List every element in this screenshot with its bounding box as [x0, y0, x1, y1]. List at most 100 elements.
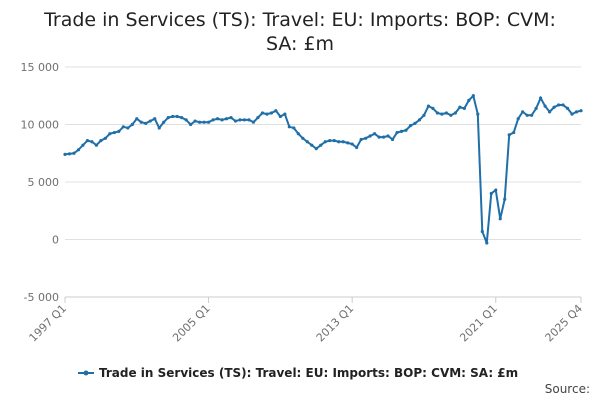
data-point	[435, 111, 440, 115]
x-tick-label: 2005 Q1	[170, 302, 213, 345]
data-point	[108, 132, 112, 136]
data-point	[449, 113, 453, 117]
data-point	[229, 116, 233, 120]
data-point	[63, 152, 67, 156]
data-point	[283, 112, 287, 116]
x-tick-label: 2013 Q1	[314, 302, 357, 345]
data-point	[359, 137, 363, 142]
data-point	[206, 120, 211, 124]
data-point	[543, 104, 547, 108]
data-point	[224, 117, 229, 121]
data-point	[126, 126, 130, 130]
data-point	[215, 117, 220, 121]
data-point	[399, 129, 404, 133]
data-point	[144, 121, 148, 125]
data-point	[157, 126, 161, 130]
data-point	[287, 125, 291, 129]
data-point	[67, 152, 72, 156]
data-point	[72, 151, 76, 155]
data-point	[332, 139, 336, 143]
data-point	[364, 136, 368, 140]
x-tick-label: 2025 Q4	[543, 302, 586, 345]
data-point	[121, 125, 125, 129]
data-point	[556, 103, 561, 107]
data-point	[314, 147, 318, 151]
data-point	[458, 105, 462, 109]
data-point	[507, 133, 511, 137]
source: Source:	[545, 382, 590, 396]
data-point	[112, 130, 116, 135]
data-point	[90, 140, 94, 144]
data-point	[530, 113, 534, 117]
data-point	[390, 137, 395, 142]
data-point	[166, 116, 170, 120]
data-point	[220, 118, 224, 122]
data-point	[310, 143, 314, 147]
data-point	[395, 130, 399, 135]
data-point	[444, 111, 448, 115]
data-point	[547, 110, 552, 114]
data-point	[574, 110, 579, 114]
data-point	[135, 117, 139, 121]
data-point	[76, 148, 81, 152]
data-point	[539, 96, 543, 100]
legend-marker	[83, 370, 89, 376]
data-point	[485, 241, 489, 245]
data-point	[408, 124, 413, 128]
data-point	[404, 128, 408, 132]
data-point	[381, 135, 386, 139]
y-tick-label: 5 000	[28, 176, 60, 189]
data-point	[81, 143, 85, 147]
data-point	[175, 114, 179, 119]
data-point	[211, 118, 215, 122]
data-point	[561, 103, 565, 107]
x-tick-label: 2021 Q1	[457, 302, 500, 345]
x-tick-label: 1997 Q1	[27, 302, 70, 345]
data-point	[256, 116, 260, 120]
data-point	[426, 104, 431, 108]
y-tick-label: 0	[52, 234, 59, 247]
data-point	[368, 134, 372, 138]
data-point	[162, 120, 166, 124]
data-point	[512, 130, 516, 135]
data-point	[148, 119, 152, 123]
y-tick-label: -5 000	[24, 291, 59, 304]
data-point	[202, 120, 206, 124]
data-point	[305, 140, 309, 144]
data-point	[301, 136, 305, 140]
data-point	[184, 118, 188, 122]
data-point	[489, 191, 493, 196]
data-point	[377, 135, 381, 139]
data-point	[251, 120, 256, 124]
data-point	[260, 111, 265, 115]
data-point	[238, 118, 242, 122]
data-point	[503, 197, 507, 201]
data-point	[534, 106, 538, 110]
series-line	[64, 93, 582, 244]
data-point	[494, 188, 498, 192]
data-point	[85, 139, 90, 143]
data-point	[570, 112, 574, 116]
data-point	[180, 116, 184, 120]
data-point	[355, 145, 359, 150]
data-point	[278, 114, 282, 119]
chart-title: Trade in Services (TS): Travel: EU: Impo…	[44, 9, 556, 55]
data-point	[476, 112, 480, 116]
data-point	[516, 117, 520, 121]
data-point	[153, 117, 157, 121]
data-point	[247, 118, 251, 122]
data-point	[480, 229, 484, 234]
data-point	[171, 114, 175, 119]
data-point	[296, 132, 300, 136]
data-point	[323, 140, 327, 144]
data-point	[269, 111, 273, 115]
data-point	[328, 139, 332, 143]
data-point	[346, 141, 350, 145]
data-point	[440, 112, 444, 116]
data-point	[413, 121, 417, 125]
data-point	[467, 98, 471, 102]
data-point	[498, 217, 502, 221]
data-point	[525, 113, 529, 117]
y-tick-label: 15 000	[21, 61, 60, 74]
